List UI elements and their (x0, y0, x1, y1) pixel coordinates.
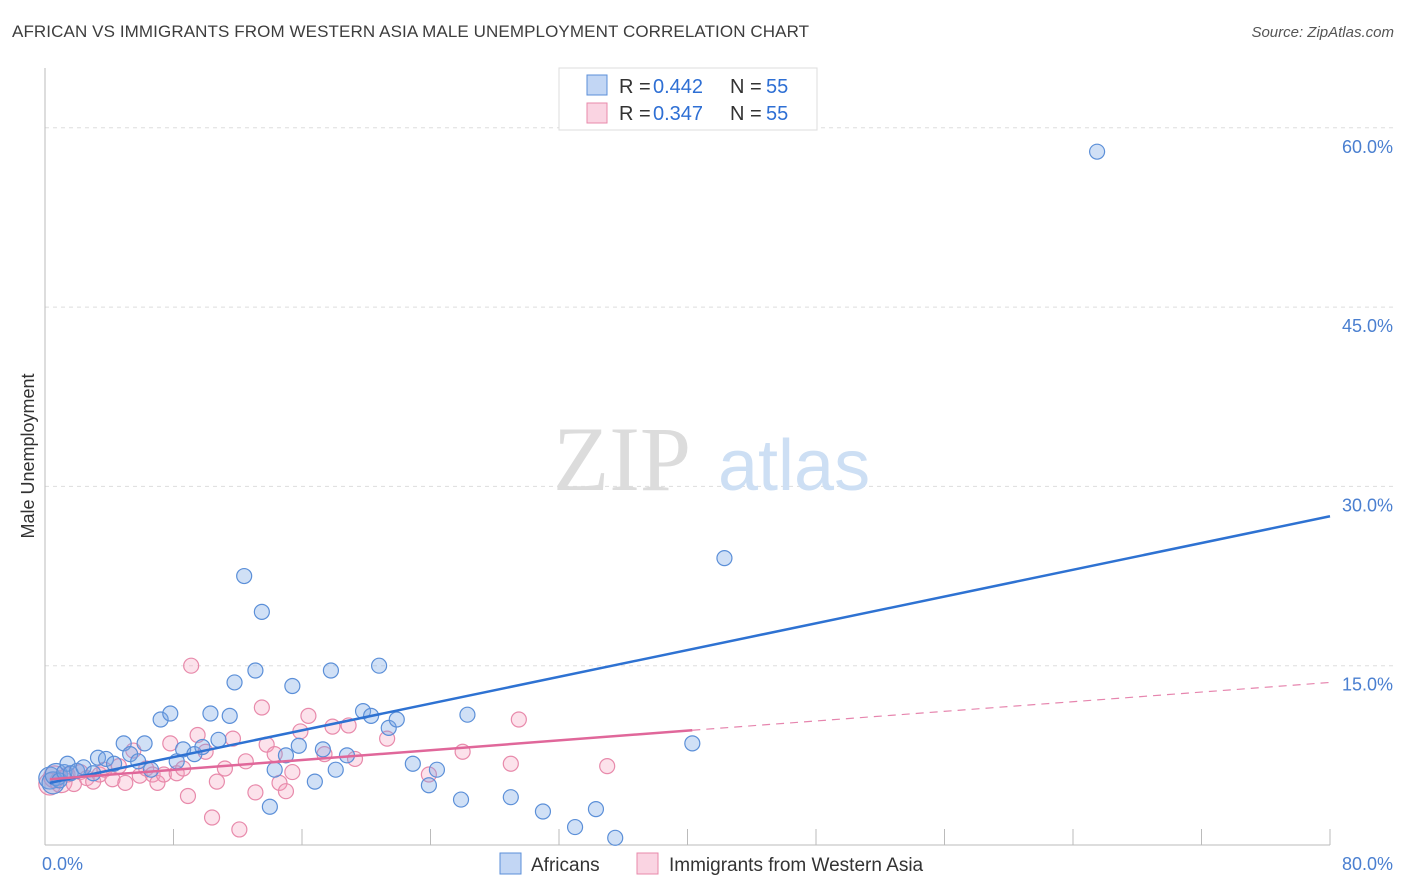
africans-point-27 (226, 674, 243, 691)
africans-point-10 (89, 749, 107, 766)
africans-point-45 (388, 711, 405, 728)
africans-point-24 (202, 705, 219, 722)
y-tick-labels: 15.0% 30.0% 45.0% 60.0% (1342, 137, 1393, 695)
series-legend: Africans Immigrants from Western Asia (499, 852, 924, 876)
western-asia-point-23 (183, 657, 200, 674)
x-tick-label-max: 80.0% (1342, 854, 1393, 874)
series-africans-points (38, 143, 1106, 846)
series-legend-swatch-western-asia (636, 852, 659, 875)
legend-n-label-western-asia: N = (730, 103, 762, 125)
western-asia-point-28 (216, 760, 233, 777)
africans-point-11 (97, 750, 115, 768)
gridlines (45, 127, 1393, 667)
western-asia-point-42 (324, 718, 341, 735)
watermark: ZIP atlas (553, 408, 870, 510)
africans-point-50 (459, 706, 476, 723)
trend-line-western-asia (49, 728, 693, 781)
trend-lines (49, 515, 1331, 785)
western-asia-point-26 (203, 809, 221, 826)
western-asia-point-49 (510, 711, 527, 728)
x-tick-marks (173, 829, 1331, 845)
western-asia-point-27 (208, 773, 225, 790)
africans-point-54 (587, 801, 605, 818)
stats-legend: R = 0.442 N = 55 R = 0.347 N = 55 (558, 67, 818, 131)
africans-point-57 (716, 550, 733, 567)
watermark-atlas: atlas (718, 426, 870, 506)
africans-point-43 (371, 657, 388, 674)
legend-r-value-africans: 0.442 (653, 76, 703, 98)
trend-line-western-asia-extension (692, 681, 1331, 731)
africans-point-36 (306, 773, 323, 790)
western-asia-point-12 (117, 774, 134, 791)
western-asia-point-32 (247, 784, 264, 801)
western-asia-point-38 (284, 763, 301, 781)
africans-point-26 (221, 707, 238, 724)
africans-point-52 (534, 803, 552, 820)
africans-point-51 (502, 789, 519, 806)
western-asia-point-24 (189, 726, 206, 744)
y-axis-label: Male Unemployment (18, 373, 38, 538)
chart-title: AFRICAN VS IMMIGRANTS FROM WESTERN ASIA … (12, 22, 810, 41)
western-asia-point-22 (179, 787, 197, 805)
africans-point-28 (236, 567, 253, 585)
stats-legend-box (558, 67, 818, 131)
africans-point-32 (266, 761, 283, 778)
y-tick-label-3: 60.0% (1342, 137, 1393, 157)
y-tick-label-1: 30.0% (1342, 495, 1393, 515)
africans-point-47 (420, 777, 437, 794)
africans-point-31 (261, 798, 278, 815)
legend-r-label-africans: R = (619, 76, 651, 98)
western-asia-point-33 (253, 699, 270, 716)
source-credit: Source: ZipAtlas.com (1251, 24, 1394, 41)
legend-n-value-africans: 55 (766, 76, 788, 98)
watermark-zip: ZIP (553, 408, 691, 510)
y-tick-label-2: 45.0% (1342, 316, 1393, 336)
legend-swatch-western-asia (586, 102, 608, 124)
trend-line-africans (49, 515, 1331, 785)
africans-point-53 (566, 818, 584, 836)
africans-point-34 (284, 677, 301, 695)
africans-point-30 (253, 603, 270, 621)
africans-point-19 (162, 705, 179, 722)
africans-point-29 (247, 662, 264, 679)
western-asia-point-30 (231, 821, 248, 838)
africans-point-37 (314, 741, 331, 758)
series-legend-label-africans: Africans (531, 855, 600, 876)
africans-point-25 (210, 731, 227, 748)
africans-point-38 (322, 662, 340, 679)
legend-n-value-western-asia: 55 (766, 103, 788, 125)
series-legend-swatch-africans (499, 852, 522, 875)
western-asia-point-17 (149, 774, 166, 791)
series-legend-label-western-asia: Immigrants from Western Asia (669, 855, 924, 876)
western-asia-point-40 (300, 707, 317, 724)
africans-point-16 (136, 735, 153, 752)
legend-n-label-africans: N = (730, 76, 762, 98)
africans-point-33 (277, 747, 295, 764)
x-tick-label-min: 0.0% (42, 854, 83, 874)
western-asia-point-50 (599, 758, 616, 775)
legend-swatch-africans (586, 74, 608, 96)
africans-point-17 (142, 761, 160, 778)
western-asia-point-31 (237, 753, 254, 770)
africans-point-58 (1088, 143, 1106, 160)
africans-point-39 (327, 761, 344, 778)
africans-point-49 (452, 791, 470, 808)
western-asia-point-37 (277, 783, 295, 800)
africans-point-55 (607, 829, 624, 846)
legend-r-label-western-asia: R = (619, 103, 651, 125)
y-tick-label-0: 15.0% (1342, 675, 1393, 695)
africans-point-46 (404, 755, 421, 772)
africans-point-35 (290, 737, 307, 754)
legend-r-value-western-asia: 0.347 (653, 103, 703, 125)
africans-point-56 (684, 735, 701, 752)
africans-point-48 (428, 761, 446, 778)
western-asia-point-48 (502, 755, 519, 772)
africans-point-18 (152, 711, 169, 728)
